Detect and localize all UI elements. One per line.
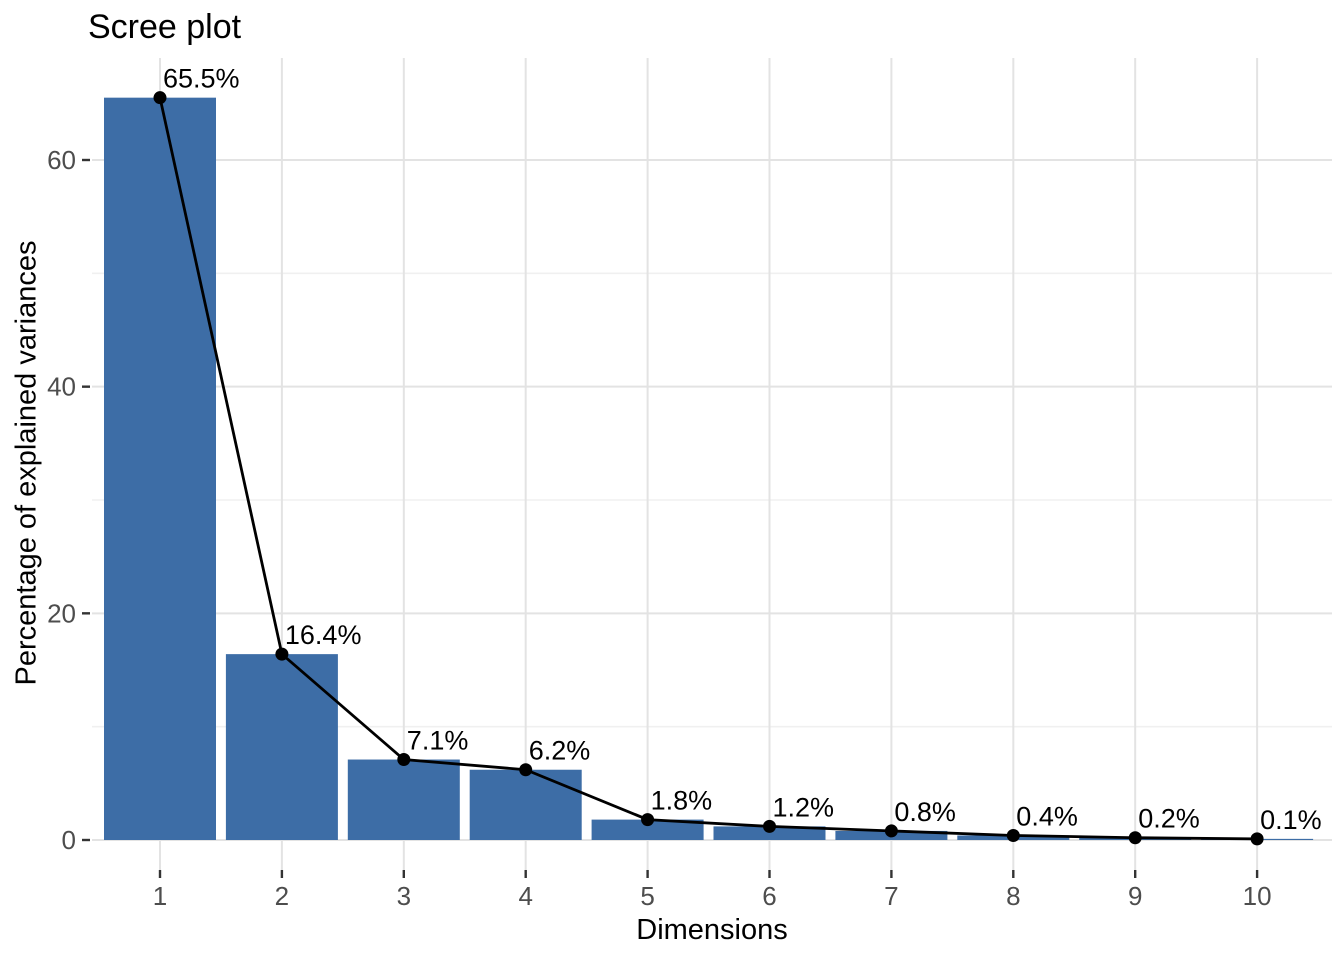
bar <box>347 759 460 840</box>
x-tick-label: 1 <box>153 881 167 911</box>
scree-line <box>158 97 1258 841</box>
bar <box>104 97 216 840</box>
point-marker <box>519 763 533 777</box>
x-tick-label: 5 <box>640 881 654 911</box>
value-label: 0.8% <box>894 797 956 827</box>
x-tick-label: 9 <box>1128 881 1142 911</box>
x-tick-label: 8 <box>1006 881 1020 911</box>
point-marker <box>275 647 289 661</box>
y-axis-title: Percentage of explained variances <box>10 240 43 686</box>
x-axis-title: Dimensions <box>636 914 788 946</box>
point-marker <box>1128 831 1142 845</box>
point-marker <box>641 813 655 827</box>
x-tick-label: 7 <box>884 881 898 911</box>
bar <box>713 826 826 840</box>
point-marker <box>763 819 776 833</box>
x-tick-label: 4 <box>518 881 532 911</box>
value-label: 6.2% <box>529 736 591 766</box>
y-tick-label: 20 <box>47 598 76 628</box>
value-label: 7.1% <box>407 726 469 756</box>
value-label: 0.4% <box>1016 801 1078 831</box>
value-label: 0.1% <box>1260 805 1322 835</box>
chart-title: Scree plot <box>88 8 242 46</box>
point-marker <box>153 91 167 105</box>
x-tick-label: 2 <box>275 881 289 911</box>
point-marker <box>1006 828 1020 842</box>
point-marker <box>397 753 411 767</box>
bar <box>225 654 338 840</box>
point-marker <box>884 824 898 838</box>
x-tick-label: 10 <box>1243 881 1272 911</box>
y-tick-label: 40 <box>47 372 76 402</box>
x-tick-label: 3 <box>397 881 411 911</box>
y-tick-label: 60 <box>47 145 76 175</box>
value-label: 1.2% <box>773 792 835 822</box>
bar <box>469 769 582 840</box>
value-label: 65.5% <box>163 64 240 94</box>
value-label: 1.8% <box>651 786 713 816</box>
value-label: 0.2% <box>1138 804 1200 834</box>
bar <box>591 819 704 840</box>
value-label: 16.4% <box>285 620 362 650</box>
x-tick-label: 6 <box>762 881 776 911</box>
point-marker <box>1250 832 1264 846</box>
y-tick-label: 0 <box>62 825 76 855</box>
